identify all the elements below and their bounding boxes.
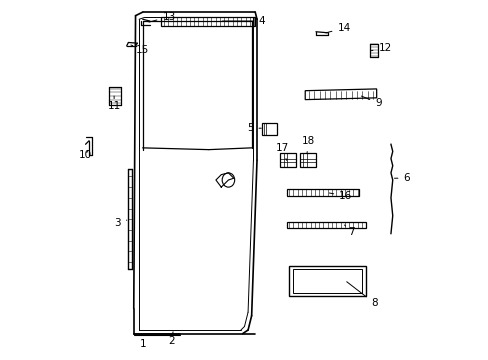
Bar: [287, 222, 365, 228]
Text: 15: 15: [131, 45, 148, 55]
Text: 3: 3: [114, 218, 126, 228]
Text: 13: 13: [149, 12, 175, 22]
Text: 9: 9: [361, 96, 381, 108]
Bar: [262, 123, 276, 135]
Bar: [288, 266, 365, 296]
Bar: [280, 153, 296, 167]
Bar: [299, 153, 315, 167]
Bar: [287, 189, 358, 196]
Text: 11: 11: [107, 96, 121, 111]
Text: 18: 18: [302, 136, 315, 153]
Text: 8: 8: [346, 282, 377, 308]
Text: 10: 10: [79, 150, 92, 160]
Text: 4: 4: [222, 16, 265, 26]
Bar: [292, 269, 362, 293]
Text: 14: 14: [325, 23, 350, 33]
Text: 6: 6: [394, 173, 409, 183]
Text: 2: 2: [167, 332, 174, 346]
Text: 17: 17: [275, 143, 288, 160]
Bar: [160, 18, 255, 26]
Text: 5: 5: [246, 123, 261, 133]
Text: 7: 7: [344, 225, 354, 237]
Text: 12: 12: [370, 43, 391, 53]
Text: 1: 1: [139, 334, 146, 349]
Text: 16: 16: [329, 191, 352, 201]
